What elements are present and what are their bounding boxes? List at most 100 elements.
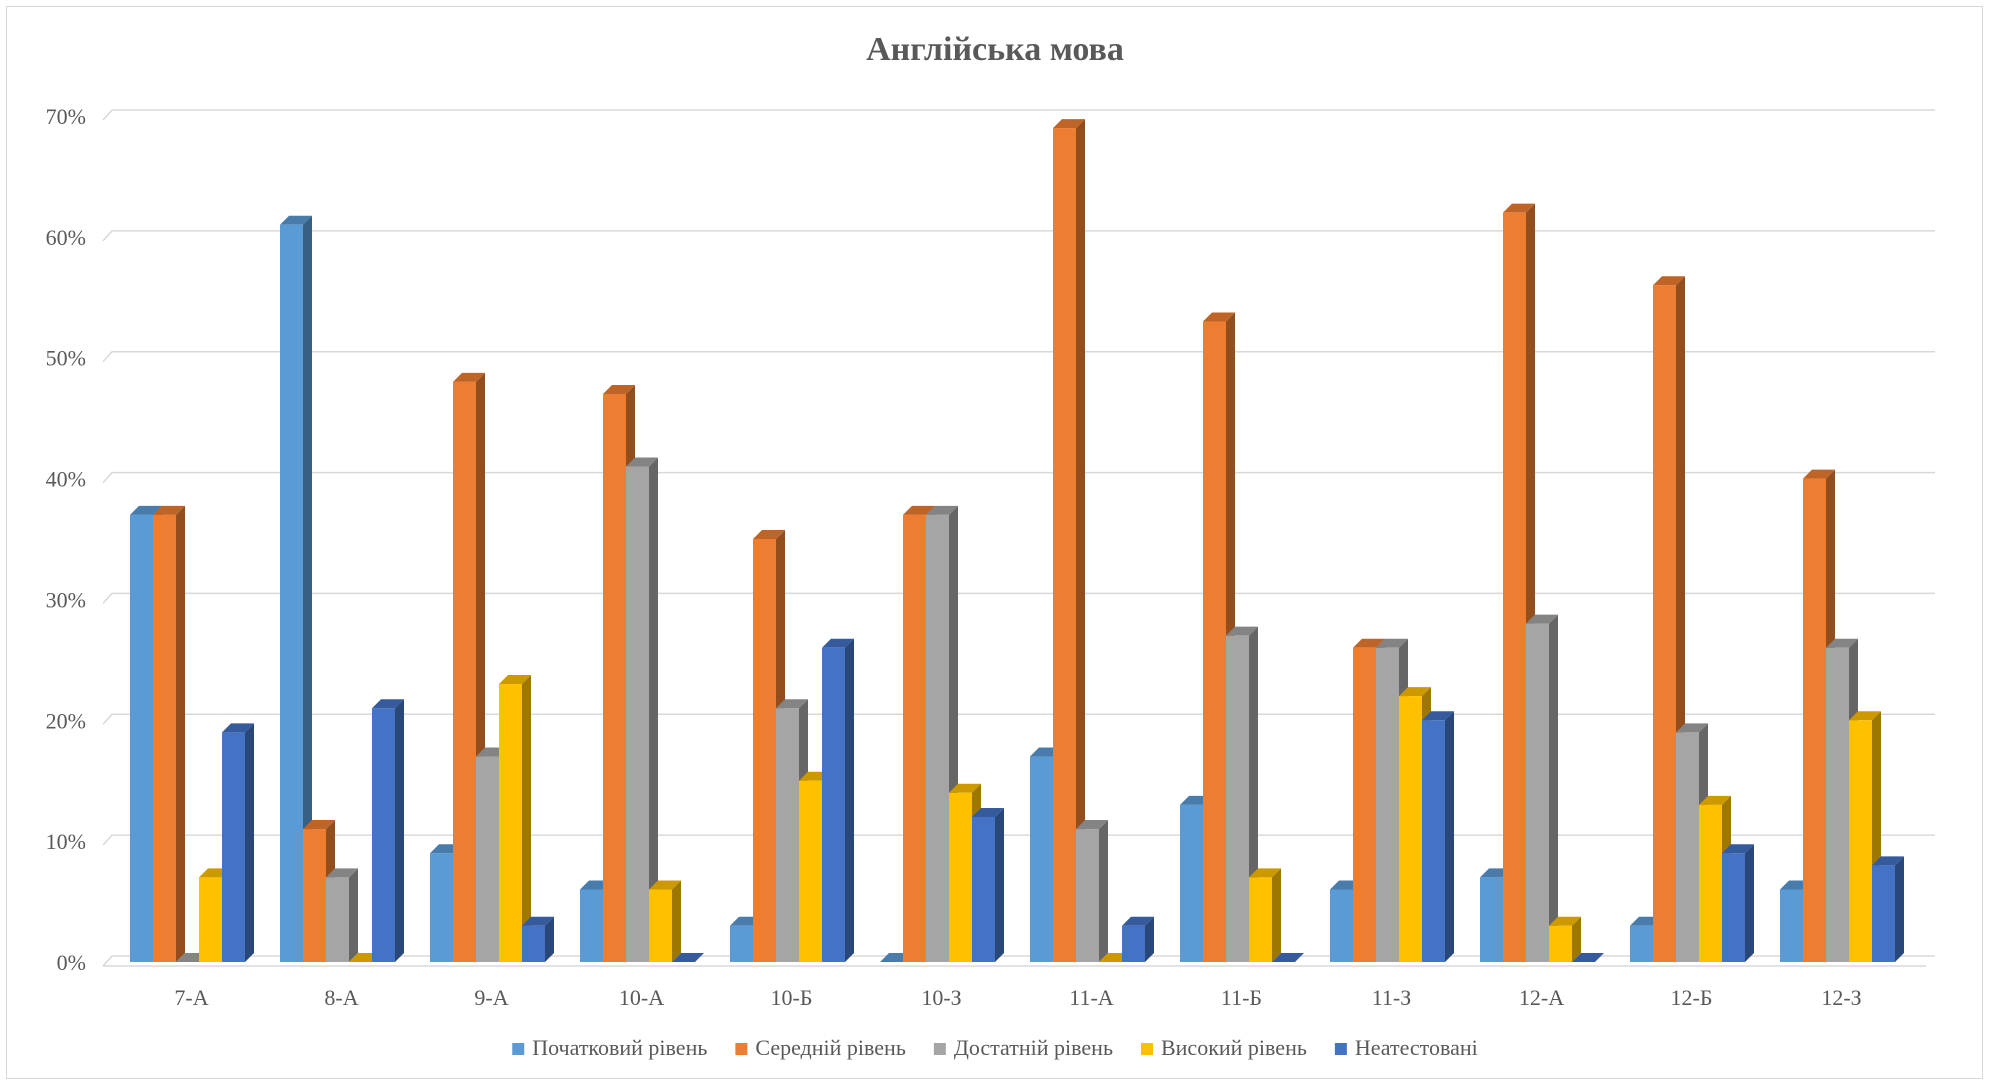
legend: Початковий рівень Середній рівень Достатні… <box>512 1035 1478 1060</box>
bar-front <box>1030 756 1053 962</box>
category-group: 11-Б <box>1180 312 1304 1010</box>
bar-front <box>1630 925 1653 962</box>
legend-label: Неатестовані <box>1355 1035 1478 1060</box>
bar-front <box>730 925 753 962</box>
bar-front <box>1676 732 1699 962</box>
bar-top <box>972 807 1004 817</box>
bar-top <box>1526 614 1558 624</box>
x-tick-label: 9-А <box>474 985 508 1010</box>
category-group: 9-А <box>430 372 554 1010</box>
bar <box>1872 856 1904 962</box>
bar-side <box>1099 820 1108 962</box>
bar-front <box>649 889 672 962</box>
bar-front <box>903 514 926 962</box>
legend-item: Початковий рівень <box>512 1035 707 1060</box>
gridline <box>102 230 1935 242</box>
bar <box>280 215 312 962</box>
bar <box>1122 916 1154 962</box>
bar-top <box>753 530 785 539</box>
bar-top <box>372 699 404 709</box>
bar-front <box>972 816 995 962</box>
y-tick-label: 10% <box>46 829 86 854</box>
bar-front <box>1722 853 1745 962</box>
bar-top <box>453 372 485 382</box>
bar-front <box>799 780 822 962</box>
category-group: 11-З <box>1330 638 1454 1010</box>
bar <box>1272 953 1304 962</box>
bar <box>1572 953 1604 962</box>
category-group: 12-А <box>1480 203 1604 1010</box>
bar-side <box>845 638 854 962</box>
bar-top <box>1249 868 1281 878</box>
bar-front <box>1203 321 1226 962</box>
y-tick-label: 30% <box>46 587 86 612</box>
bar-top <box>280 215 312 225</box>
bar-front <box>753 539 776 962</box>
bar-front <box>1226 635 1249 962</box>
bar-top <box>672 953 704 962</box>
bar-front <box>1076 829 1099 962</box>
bar-front <box>372 708 395 962</box>
legend-label: Початковий рівень <box>532 1035 707 1060</box>
category-group: 10-А <box>580 384 704 1010</box>
bar-top <box>303 820 335 830</box>
bar-front <box>222 732 245 962</box>
gridline <box>102 955 1935 967</box>
bar-top <box>1226 626 1258 636</box>
bar-side <box>1076 119 1085 963</box>
bar-side <box>522 675 531 962</box>
x-tick-label: 12-Б <box>1671 985 1713 1010</box>
bar-front <box>280 224 303 962</box>
bar-side <box>1572 916 1581 962</box>
bar <box>1249 868 1281 962</box>
category-group: 12-З <box>1780 469 1904 1010</box>
bar-top <box>822 638 854 648</box>
bar-front <box>1353 647 1376 962</box>
bar <box>626 457 658 962</box>
bar-top <box>1399 687 1431 697</box>
bar-side <box>1272 868 1281 962</box>
bar-top <box>130 505 162 515</box>
bar-side <box>1445 711 1454 962</box>
legend-swatch <box>1140 1043 1153 1055</box>
x-tick-label: 12-А <box>1519 985 1564 1010</box>
gridline <box>102 592 1935 604</box>
bar-top <box>153 505 185 515</box>
bar <box>1549 916 1581 962</box>
gridline <box>102 834 1935 846</box>
bar-top <box>1849 711 1881 721</box>
bar-front <box>1122 925 1145 962</box>
y-tick-label: 50% <box>46 346 86 371</box>
bar-top <box>1699 795 1731 805</box>
bar-front <box>949 792 972 962</box>
bar-top <box>626 457 658 467</box>
bar <box>649 880 681 962</box>
y-tick-label: 70% <box>46 104 86 129</box>
bars: 7-А 8-А 9-А 10-А 10-Б 10-З 11-А 11-Б 11-З 12-А 12-… <box>130 119 1904 1010</box>
y-tick-label: 40% <box>46 467 86 492</box>
x-tick-label: 11-Б <box>1221 985 1262 1010</box>
x-tick-label: 7-А <box>174 985 208 1010</box>
bar-top <box>1803 469 1835 479</box>
bar-side <box>672 880 681 962</box>
bar <box>1526 614 1558 962</box>
bar-side <box>176 505 185 962</box>
bar-front <box>1422 720 1445 962</box>
bar <box>499 675 531 962</box>
bar-side <box>1145 916 1154 962</box>
bar-top <box>1122 916 1154 926</box>
bar-front <box>1849 720 1872 962</box>
axes: 0% 10% 20% 30% 40% 50% 60% 70% <box>46 104 1926 975</box>
bar-front <box>1549 925 1572 962</box>
x-tick-label: 10-Б <box>771 985 813 1010</box>
legend-swatch <box>1334 1043 1347 1055</box>
bar-front <box>522 925 545 962</box>
bar-front <box>1780 889 1803 962</box>
bar-front <box>1330 889 1353 962</box>
bar-top <box>499 675 531 685</box>
bar-front <box>453 381 476 962</box>
bar <box>672 953 704 962</box>
bar <box>326 868 358 962</box>
bar <box>153 505 185 962</box>
